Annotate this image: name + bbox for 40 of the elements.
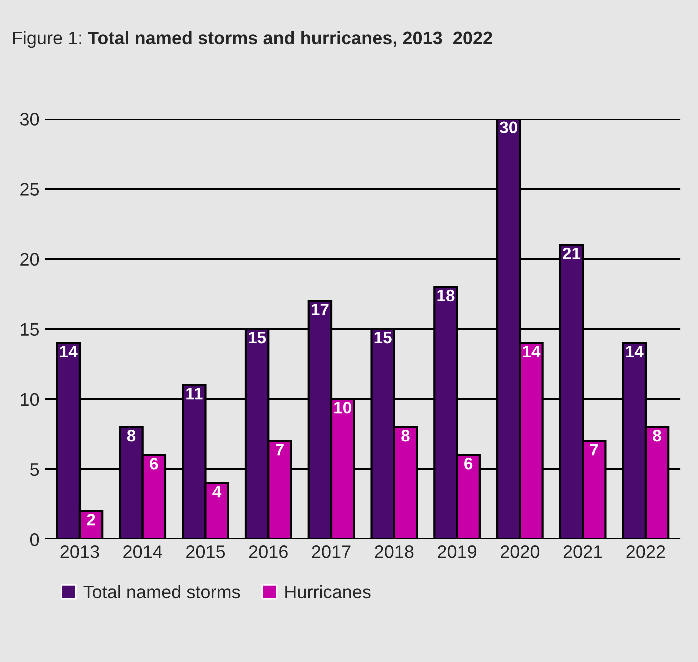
y-tick-label: 5 [30, 464, 40, 476]
data-label: 30 [500, 122, 518, 134]
y-tick-label: 25 [20, 183, 40, 196]
data-label: 11 [186, 388, 203, 400]
data-label: 8 [402, 430, 410, 442]
y-tick-label: 10 [21, 393, 40, 406]
data-label: 15 [374, 332, 392, 344]
data-label: 7 [590, 444, 598, 456]
data-label: 8 [653, 430, 662, 442]
x-tick-label: 2022 [626, 546, 666, 558]
data-label: 17 [312, 304, 329, 316]
legend-label: Hurricanes [286, 585, 371, 599]
y-tick-label: 30 [20, 113, 40, 126]
x-tick-label: 2013 [60, 546, 100, 558]
data-label: 4 [212, 486, 222, 498]
data-label: 14 [60, 346, 78, 358]
data-label: 15 [249, 332, 266, 344]
data-label: 14 [626, 346, 644, 358]
data-label: 8 [127, 430, 136, 442]
data-label: 14 [523, 346, 541, 358]
y-tick-label: 0 [30, 533, 40, 546]
y-tick-label: 20 [20, 253, 40, 266]
chart-title: Figure 1: Total named storms and hurricanes, 2013 2022 [13, 31, 492, 48]
data-label: 10 [334, 402, 352, 414]
x-tick-label: 2017 [312, 546, 351, 558]
data-label: 6 [150, 458, 158, 470]
data-label: 21 [563, 248, 581, 260]
x-tick-label: 2019 [438, 546, 477, 558]
x-tick-label: 2021 [564, 546, 602, 558]
data-label: 18 [438, 290, 455, 302]
data-label: 7 [276, 444, 284, 456]
legend-label: Total named storms [84, 585, 240, 599]
x-tick-label: 2018 [375, 546, 414, 558]
data-label: 2 [87, 514, 96, 526]
data-label: 6 [464, 458, 473, 470]
x-tick-label: 2014 [124, 546, 162, 558]
y-tick-label: 15 [21, 323, 40, 336]
x-tick-label: 2020 [501, 546, 540, 558]
x-tick-label: 2015 [186, 546, 226, 558]
x-tick-label: 2016 [249, 546, 288, 558]
